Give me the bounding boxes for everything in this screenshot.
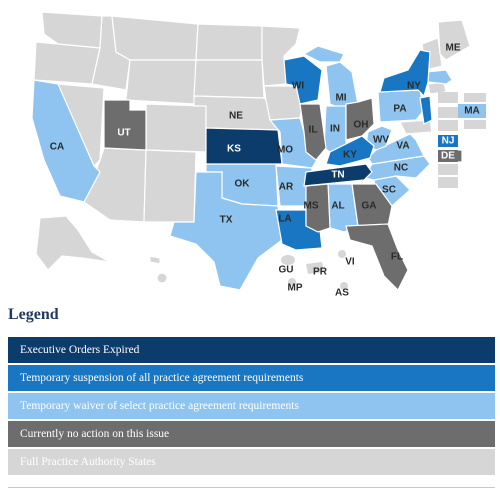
state-tx[interactable]: [169, 171, 283, 291]
label-tn: TN: [331, 170, 344, 181]
label-ks: KS: [227, 144, 241, 155]
label-in: IN: [330, 124, 340, 135]
label-me: ME: [446, 43, 461, 54]
label-la: LA: [278, 214, 291, 225]
territory-gu[interactable]: [281, 255, 295, 265]
state-ma[interactable]: [425, 69, 453, 85]
legend-item-no-action: Currently no action on this issue: [8, 421, 495, 447]
box-ri[interactable]: [438, 120, 458, 131]
box-nh[interactable]: [438, 107, 458, 118]
state-ga[interactable]: [351, 183, 393, 227]
label-wi: WI: [292, 81, 304, 92]
label-fl: FL: [391, 252, 403, 263]
state-ky[interactable]: [325, 135, 375, 167]
us-map: ME CA UT NE KS OK TX MO AR LA WI MI IL I…: [31, 11, 486, 299]
label-sc: SC: [382, 185, 396, 196]
state-hi[interactable]: [149, 255, 161, 265]
box-de[interactable]: [438, 150, 458, 162]
legend: Executive Orders Expired Temporary suspe…: [8, 337, 495, 477]
state-nd[interactable]: [195, 23, 263, 61]
label-nj: NJ: [442, 136, 455, 147]
state-ak[interactable]: [35, 215, 111, 271]
box-md[interactable]: [438, 164, 458, 175]
label-ms: MS: [304, 201, 319, 212]
legend-title: Legend: [8, 306, 59, 323]
state-or[interactable]: [33, 41, 101, 85]
state-ca[interactable]: [31, 79, 101, 203]
state-co[interactable]: [145, 103, 207, 153]
label-pr: PR: [313, 267, 328, 278]
label-tx: TX: [220, 215, 233, 226]
label-ar: AR: [279, 182, 294, 193]
state-nj[interactable]: [419, 95, 433, 125]
label-as: AS: [335, 288, 349, 299]
label-ne: NE: [229, 111, 243, 122]
territory-pr[interactable]: [306, 262, 324, 274]
label-pa: PA: [393, 104, 406, 115]
box-x1[interactable]: [464, 120, 486, 129]
label-de: DE: [441, 151, 455, 162]
state-tn[interactable]: [303, 163, 373, 187]
legend-item-full-practice: Full Practice Authority States: [8, 449, 495, 475]
label-vi: VI: [345, 257, 355, 268]
label-ut: UT: [117, 128, 130, 139]
state-ms[interactable]: [305, 183, 331, 233]
label-il: IL: [309, 125, 318, 136]
state-mi-up[interactable]: [302, 45, 345, 63]
box-ct[interactable]: [464, 93, 486, 102]
label-mo: MO: [277, 145, 293, 156]
state-ks[interactable]: [205, 127, 283, 165]
box-nj[interactable]: [438, 135, 458, 147]
label-gu: GU: [279, 265, 294, 276]
state-wi[interactable]: [283, 55, 323, 105]
state-il[interactable]: [299, 103, 327, 161]
box-vt[interactable]: [438, 92, 458, 103]
box-dc[interactable]: [438, 177, 458, 188]
state-mo[interactable]: [268, 117, 319, 169]
state-wa[interactable]: [41, 11, 103, 49]
label-mi: MI: [335, 93, 346, 104]
label-ma: MA: [464, 106, 480, 117]
label-wv: WV: [373, 135, 389, 146]
label-ny: NY: [407, 81, 421, 92]
state-mt[interactable]: [111, 15, 199, 61]
territory-mp[interactable]: [288, 278, 296, 286]
divider: [8, 487, 495, 488]
state-ny[interactable]: [379, 49, 431, 98]
label-nc: NC: [394, 163, 408, 174]
legend-item-waiver: Temporary waiver of select practice agre…: [8, 393, 495, 419]
state-wy[interactable]: [125, 59, 197, 105]
state-fl[interactable]: [345, 223, 409, 292]
label-ok: OK: [235, 179, 251, 190]
territory-vi[interactable]: [338, 250, 346, 258]
label-ky: KY: [343, 150, 357, 161]
state-me[interactable]: [437, 19, 471, 61]
label-ca: CA: [50, 142, 64, 153]
label-va: VA: [396, 141, 409, 152]
territory-as[interactable]: [340, 282, 348, 290]
state-nm[interactable]: [143, 149, 197, 223]
state-hi-isle[interactable]: [156, 272, 168, 284]
legend-item-expired: Executive Orders Expired: [8, 337, 495, 363]
label-mp: MP: [288, 283, 303, 294]
label-oh: OH: [354, 120, 369, 131]
state-ut[interactable]: [103, 99, 147, 151]
state-sd[interactable]: [193, 59, 265, 99]
label-ga: GA: [362, 201, 377, 212]
box-ma[interactable]: [458, 104, 486, 118]
label-al: AL: [331, 201, 344, 212]
legend-item-suspension: Temporary suspension of all practice agr…: [8, 365, 495, 391]
state-oh[interactable]: [345, 97, 375, 141]
